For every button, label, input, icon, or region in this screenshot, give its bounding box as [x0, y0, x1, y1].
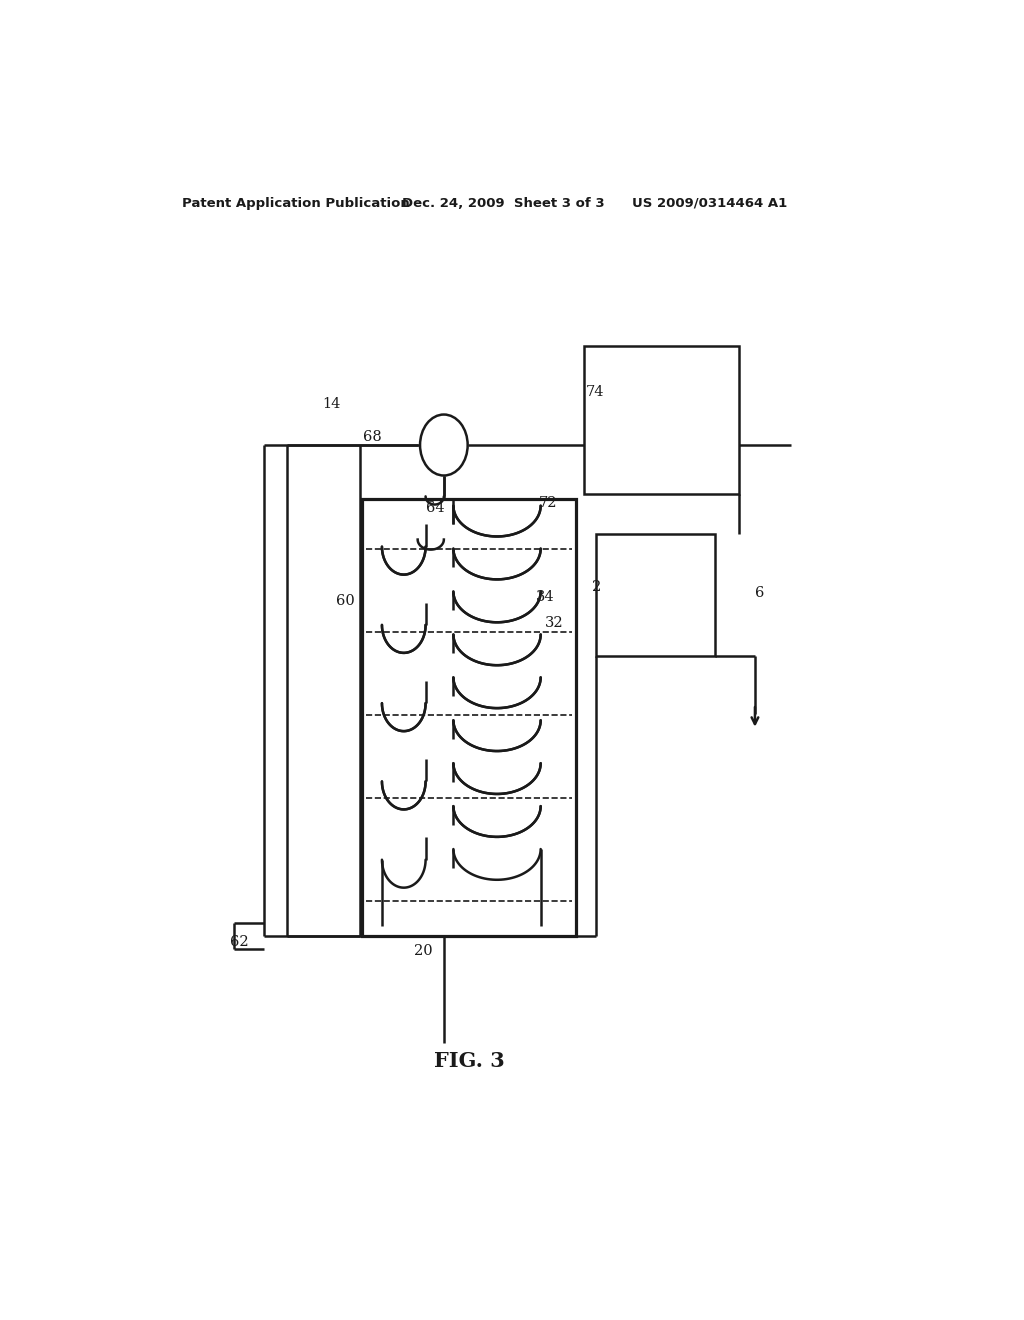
Text: 6: 6: [755, 586, 764, 601]
Text: 74: 74: [586, 385, 604, 399]
Text: 68: 68: [362, 430, 382, 444]
Text: Patent Application Publication: Patent Application Publication: [182, 197, 410, 210]
Circle shape: [420, 414, 468, 475]
Text: 64: 64: [426, 502, 445, 515]
Text: 32: 32: [545, 616, 563, 630]
Text: Dec. 24, 2009  Sheet 3 of 3: Dec. 24, 2009 Sheet 3 of 3: [401, 197, 604, 210]
Text: 20: 20: [414, 944, 432, 958]
Text: 2: 2: [592, 581, 601, 594]
Text: FIG. 3: FIG. 3: [434, 1051, 505, 1071]
Text: US 2009/0314464 A1: US 2009/0314464 A1: [632, 197, 787, 210]
Bar: [585, 346, 739, 494]
Text: 72: 72: [539, 496, 558, 510]
Text: 34: 34: [536, 590, 555, 605]
Text: 60: 60: [336, 594, 354, 607]
Bar: [596, 535, 715, 656]
Bar: [362, 499, 577, 936]
Text: 14: 14: [323, 397, 341, 412]
Text: 62: 62: [229, 935, 248, 949]
Text: 66: 66: [430, 424, 449, 438]
Text: 70: 70: [450, 436, 468, 450]
